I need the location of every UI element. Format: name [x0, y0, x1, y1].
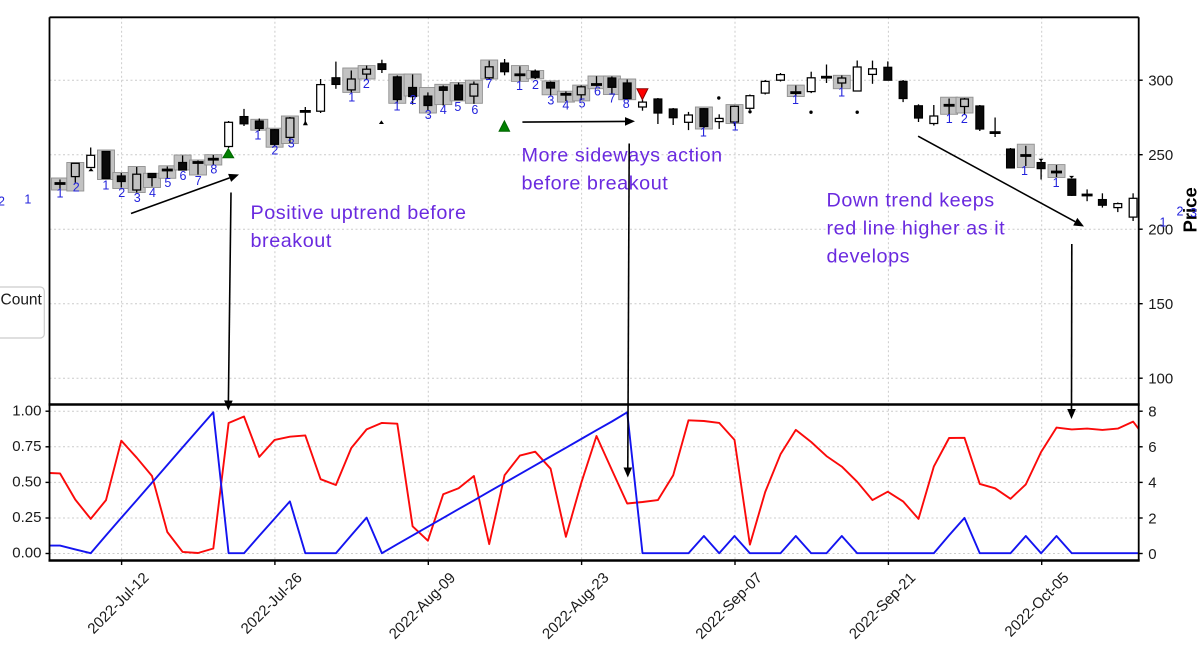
svg-text:2: 2 [271, 144, 278, 158]
svg-text:More sideways action: More sideways action [522, 144, 723, 166]
svg-text:0.00: 0.00 [12, 545, 41, 562]
svg-text:5: 5 [454, 100, 461, 114]
svg-text:7: 7 [485, 77, 492, 91]
svg-text:2: 2 [1148, 510, 1156, 527]
svg-text:red line higher as it: red line higher as it [827, 217, 1006, 239]
svg-text:before breakout: before breakout [522, 172, 669, 194]
svg-text:2: 2 [0, 194, 5, 208]
svg-text:1: 1 [57, 187, 64, 201]
svg-text:1: 1 [394, 100, 401, 114]
svg-text:6: 6 [471, 103, 478, 117]
svg-text:1: 1 [24, 192, 31, 206]
svg-text:0.75: 0.75 [12, 438, 41, 455]
svg-text:1: 1 [838, 85, 845, 99]
svg-text:300: 300 [1148, 73, 1173, 90]
svg-text:1: 1 [1053, 176, 1060, 190]
svg-text:7: 7 [195, 174, 202, 188]
svg-text:1: 1 [1021, 164, 1028, 178]
svg-text:Down trend keeps: Down trend keeps [827, 189, 995, 211]
svg-text:1: 1 [516, 79, 523, 93]
svg-text:1: 1 [792, 93, 799, 107]
svg-text:6: 6 [1148, 439, 1156, 456]
svg-text:breakout: breakout [251, 230, 332, 252]
svg-text:Count: Count [1, 292, 43, 309]
svg-text:1: 1 [946, 112, 953, 126]
svg-text:7: 7 [609, 92, 616, 106]
svg-text:150: 150 [1148, 296, 1173, 313]
svg-text:5: 5 [579, 96, 586, 110]
svg-text:1: 1 [1160, 216, 1167, 230]
svg-text:6: 6 [594, 85, 601, 99]
svg-text:1: 1 [732, 120, 739, 134]
svg-text:2: 2 [532, 78, 539, 92]
svg-text:1.00: 1.00 [12, 402, 41, 419]
svg-text:3: 3 [134, 191, 141, 205]
svg-text:5: 5 [164, 176, 171, 190]
svg-text:2: 2 [1177, 205, 1184, 219]
svg-text:250: 250 [1148, 147, 1173, 164]
svg-text:2: 2 [118, 186, 125, 200]
svg-text:Positive uptrend before: Positive uptrend before [251, 202, 467, 224]
svg-text:3: 3 [547, 94, 554, 108]
svg-text:8: 8 [623, 97, 630, 111]
svg-text:100: 100 [1148, 371, 1173, 388]
svg-text:3: 3 [1190, 206, 1197, 220]
svg-text:3: 3 [288, 137, 295, 151]
svg-text:0: 0 [1148, 546, 1156, 563]
svg-text:1: 1 [700, 126, 707, 140]
svg-text:8: 8 [210, 163, 217, 177]
svg-text:0.50: 0.50 [12, 474, 41, 491]
svg-text:3: 3 [425, 108, 432, 122]
svg-text:1: 1 [348, 90, 355, 104]
svg-text:develops: develops [827, 245, 911, 267]
svg-text:2: 2 [961, 112, 968, 126]
svg-text:2: 2 [363, 77, 370, 91]
svg-text:6: 6 [180, 169, 187, 183]
svg-text:4: 4 [1148, 475, 1156, 492]
svg-text:4: 4 [440, 103, 447, 117]
svg-text:8: 8 [1148, 404, 1156, 421]
svg-text:0.25: 0.25 [12, 509, 41, 526]
svg-text:2: 2 [73, 181, 80, 195]
svg-text:1: 1 [254, 128, 261, 142]
svg-text:2: 2 [410, 93, 417, 107]
svg-text:1: 1 [102, 179, 109, 193]
svg-text:4: 4 [149, 186, 156, 200]
svg-text:4: 4 [562, 98, 569, 112]
